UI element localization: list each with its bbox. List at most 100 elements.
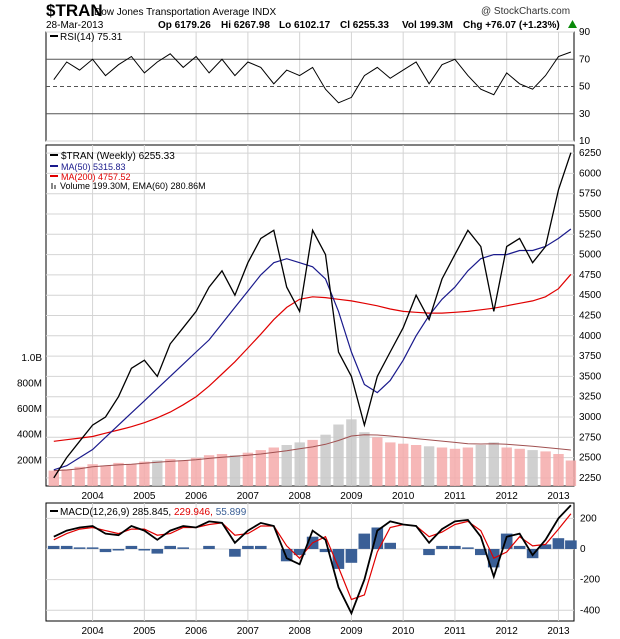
macd-histogram-bar — [112, 549, 125, 551]
macd-histogram-bar — [242, 545, 254, 549]
macd-histogram-bar — [164, 545, 176, 549]
macd-histogram-bar — [47, 545, 60, 549]
quote-close: Cl 6255.33 — [340, 20, 389, 31]
volume-bar — [333, 424, 344, 486]
x-tick-label: 2011 — [444, 491, 466, 502]
x-tick-label: 2007 — [237, 626, 260, 637]
volume-bar — [113, 462, 124, 486]
volume-bar — [398, 443, 409, 486]
x-tick-label: 2012 — [496, 491, 519, 502]
volume-bar — [74, 466, 85, 486]
macd-histogram-bar — [86, 547, 99, 549]
volume-bar — [268, 447, 279, 486]
x-tick-label: 2006 — [185, 626, 208, 637]
rsi-y-tick: 50 — [579, 82, 591, 93]
volume-bar — [255, 450, 266, 486]
volume-bar — [48, 470, 59, 486]
rsi-line — [53, 51, 572, 104]
x-tick-label: 2005 — [133, 626, 156, 637]
price-y-tick: 2500 — [579, 453, 602, 464]
volume-bar — [165, 459, 176, 486]
macd-panel — [45, 502, 575, 622]
volume-bar — [294, 442, 305, 486]
x-tick-label: 2013 — [547, 491, 570, 502]
macd-histogram-bar — [255, 545, 267, 549]
macd-histogram-bar — [138, 549, 151, 551]
axis-ticks: 2004200420052005200620062007200720082008… — [17, 27, 602, 637]
macd-y-tick: -200 — [580, 575, 600, 586]
price-y-tick: 4500 — [579, 290, 602, 301]
macd-histogram-bar — [177, 547, 189, 549]
volume-bar — [449, 448, 461, 486]
volume-bar — [488, 442, 499, 486]
price-y-tick: 5500 — [579, 209, 602, 220]
ma50-legend: MA(50) 5315.83 — [61, 162, 126, 172]
x-tick-label: 2004 — [81, 491, 104, 502]
volume-bar — [203, 455, 215, 486]
volume-y-tick: 200M — [17, 455, 42, 466]
price-y-tick: 2250 — [579, 473, 602, 484]
volume-bar — [410, 445, 422, 486]
x-tick-label: 2008 — [289, 491, 312, 502]
volume-y-tick: 600M — [17, 404, 42, 415]
price-y-tick: 3250 — [579, 392, 602, 403]
quote-open: Op 6179.26 — [158, 20, 211, 31]
volume-bar — [553, 454, 564, 486]
triangle-up-icon — [568, 20, 577, 28]
quote-date: 28-Mar-2013 — [46, 20, 104, 31]
volume-bar — [139, 461, 150, 486]
macd-histogram-bar — [319, 549, 332, 553]
price-y-tick: 3000 — [579, 412, 602, 423]
volume-bar — [372, 437, 383, 486]
macd-histogram-bar — [423, 549, 435, 556]
volume-y-tick: 800M — [17, 378, 42, 389]
volume-bar — [216, 454, 228, 486]
x-tick-label: 2007 — [237, 491, 260, 502]
volume-bar — [501, 447, 512, 486]
macd-histogram-bar — [229, 549, 241, 557]
volume-y-tick: 1.0B — [21, 353, 42, 364]
macd-histogram-bar — [449, 545, 461, 549]
macd-histogram-bar — [332, 549, 345, 569]
x-tick-label: 2004 — [81, 626, 104, 637]
rsi-y-tick: 90 — [579, 27, 591, 38]
quote-high: Hi 6267.98 — [221, 20, 270, 31]
macd-histogram-bar — [60, 545, 73, 549]
volume-bar — [565, 460, 577, 486]
volume-bar — [242, 452, 254, 486]
volume-bar — [475, 445, 486, 486]
macd-histogram-bar — [436, 545, 448, 549]
macd-histogram-bar — [539, 544, 552, 549]
macd-line — [53, 504, 572, 616]
volume-bar — [436, 447, 448, 486]
volume-bars — [48, 419, 577, 486]
volume-y-tick: 400M — [17, 430, 42, 441]
symbol-title: $TRAN — [46, 1, 103, 20]
x-tick-label: 2011 — [444, 626, 466, 637]
macd-histogram-bar — [371, 527, 384, 549]
quote-volume: Vol 199.3M — [402, 20, 453, 31]
rsi-y-tick: 30 — [579, 109, 591, 120]
quote-low: Lo 6102.17 — [279, 20, 331, 31]
macd-legend: MACD(12,26,9) 285.845, 229.946, 55.899 — [60, 507, 247, 518]
volume-bar — [61, 469, 72, 486]
rsi-y-tick: 10 — [579, 136, 591, 147]
index-name: Dow Jones Transportation Average INDX — [94, 7, 276, 18]
volume-bar — [527, 450, 538, 486]
volume-legend-swatch — [51, 183, 53, 189]
x-tick-label: 2009 — [340, 491, 363, 502]
rsi-y-tick: 70 — [579, 54, 591, 65]
price-y-tick: 2750 — [579, 432, 602, 443]
volume-bar — [190, 457, 202, 486]
x-tick-label: 2005 — [133, 491, 156, 502]
price-y-tick: 4750 — [579, 270, 602, 281]
macd-histogram-bar — [151, 549, 164, 554]
macd-histogram-bar — [345, 549, 358, 563]
macd-histogram-bar — [500, 533, 513, 549]
price-y-tick: 6250 — [579, 148, 602, 159]
price-y-tick: 4000 — [579, 331, 602, 342]
macd-histogram-bar — [462, 547, 474, 549]
volume-bar — [152, 460, 163, 486]
price-y-tick: 3500 — [579, 371, 602, 382]
